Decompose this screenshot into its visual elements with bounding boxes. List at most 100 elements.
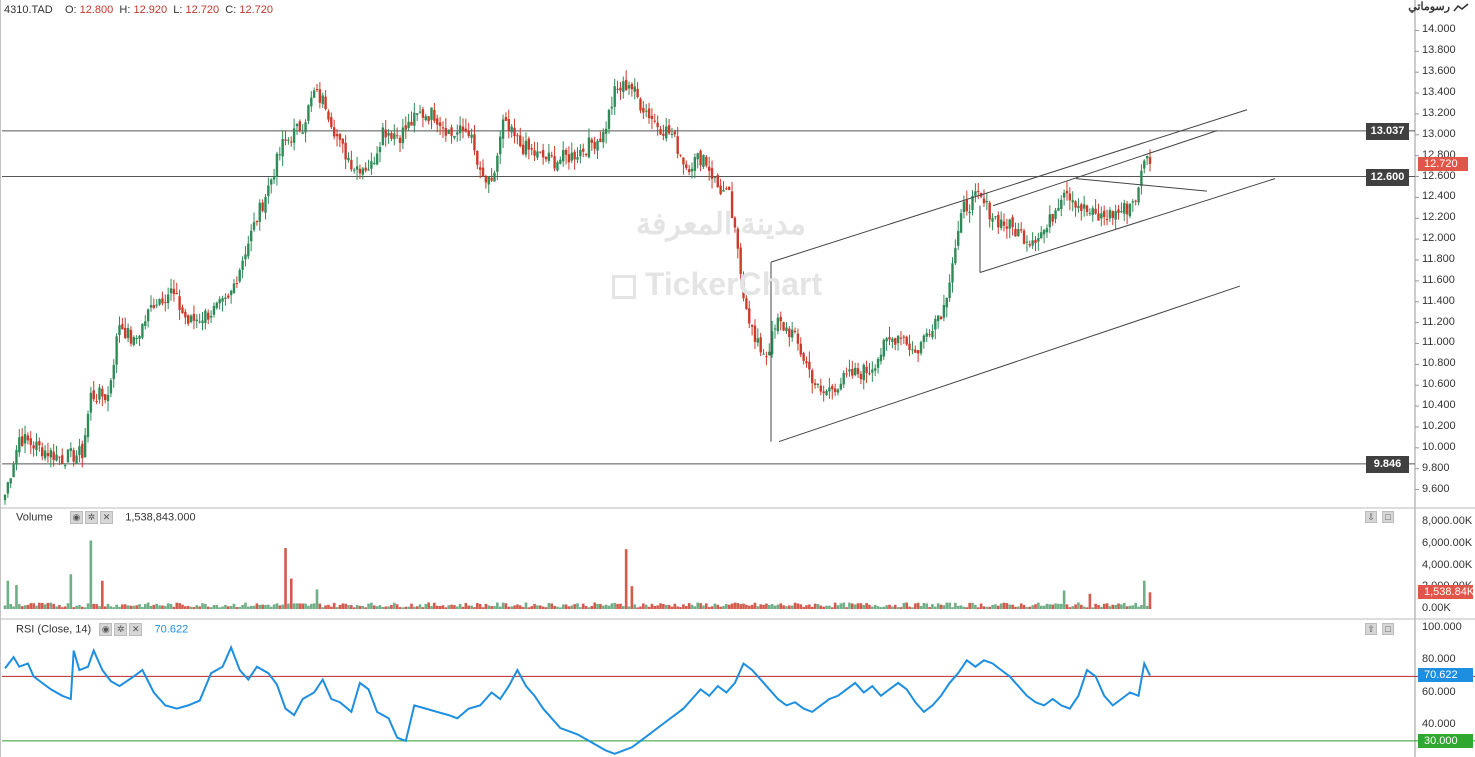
visibility-icon[interactable]: ◉ [69, 511, 83, 524]
candle-body [650, 115, 654, 120]
candle-body [997, 214, 1000, 228]
volume-bar [976, 607, 980, 609]
candle-body [670, 133, 674, 135]
candle-body [682, 157, 685, 165]
volume-bar [765, 603, 768, 609]
volume-bar [338, 604, 342, 609]
volume-bar [215, 605, 219, 609]
volume-bar [229, 606, 233, 609]
volume-bar [530, 606, 533, 609]
volume-bar [899, 607, 903, 609]
candle-body [733, 217, 737, 228]
volume-bar [278, 605, 282, 609]
volume-bar [435, 605, 439, 609]
settings-icon[interactable]: ✲ [114, 623, 128, 636]
candle-body [693, 157, 697, 171]
volume-bar [733, 602, 737, 609]
candle-body [707, 166, 711, 171]
candle-body [390, 133, 393, 139]
volume-bar [676, 606, 679, 609]
volume-bar [581, 603, 585, 609]
close-icon[interactable]: ✕ [129, 623, 143, 636]
candle-body [1008, 219, 1011, 229]
volume-bar [195, 605, 199, 609]
volume-bar [1131, 605, 1135, 609]
volume-tick-label: 0.00K [1422, 602, 1451, 614]
candle-body [519, 135, 522, 147]
volume-bar [833, 602, 837, 609]
settings-icon[interactable]: ✲ [84, 511, 98, 524]
low-label: L: [173, 4, 183, 16]
volume-bar [819, 605, 823, 609]
volume-bar [1120, 604, 1123, 609]
volume-bar [255, 603, 259, 609]
candle-body [959, 213, 963, 233]
maximize-icon[interactable]: □ [1382, 623, 1394, 635]
candle-body [985, 200, 989, 203]
volume-bar [1059, 603, 1063, 609]
candle-body [1103, 210, 1106, 218]
candle-body [35, 441, 38, 451]
trendline-drawing [770, 109, 1248, 263]
app-logo[interactable]: رسوماتي [1408, 0, 1469, 13]
volume-bar [879, 607, 883, 609]
candle-body [908, 343, 911, 350]
price-tick-label: 11.200 [1422, 315, 1455, 328]
volume-bar [705, 603, 708, 609]
candle-body [547, 152, 551, 161]
candle-body [610, 106, 614, 109]
volume-bar [679, 607, 682, 609]
price-tick-label: 12.600 [1422, 169, 1456, 182]
volume-bar [667, 604, 671, 609]
candle-body [676, 136, 679, 154]
candle-body [1005, 226, 1009, 229]
move-down-icon[interactable]: ⇩ [1365, 511, 1377, 523]
move-up-icon[interactable]: ⇧ [1365, 623, 1377, 635]
maximize-icon[interactable]: □ [1382, 511, 1394, 523]
volume-bar [241, 604, 244, 609]
volume-bar [447, 605, 450, 609]
candle-body [418, 111, 422, 113]
open-label: O: [64, 4, 77, 16]
candle-body [18, 437, 21, 453]
candle-body [98, 387, 101, 400]
candle-body [730, 191, 734, 219]
candle-body [1094, 208, 1097, 214]
volume-bar [911, 607, 914, 609]
candle-body [819, 385, 823, 392]
price-tick-label: 13.200 [1422, 106, 1456, 119]
candle-body [859, 373, 863, 380]
volume-bar [275, 603, 279, 609]
candle-body [89, 392, 93, 413]
candle-body [393, 133, 396, 140]
candle-body [112, 364, 115, 380]
volume-bar [72, 607, 75, 609]
candle-body [212, 305, 216, 315]
volume-bar [590, 605, 594, 609]
volume-bar [49, 602, 53, 609]
volume-bar [118, 606, 121, 609]
candle-body [83, 435, 87, 458]
candle-body [851, 368, 854, 376]
candle-body [473, 134, 476, 151]
candle-body [312, 90, 316, 98]
volume-bar [1111, 604, 1115, 609]
visibility-icon[interactable]: ◉ [99, 623, 113, 636]
candle-body [1131, 201, 1135, 203]
candle-body [155, 304, 158, 306]
candle-body [705, 156, 708, 166]
candle-body [782, 322, 785, 331]
volume-bar [101, 580, 104, 609]
close-icon[interactable]: ✕ [99, 511, 113, 524]
candle-body [1120, 211, 1123, 213]
volume-bar [1088, 593, 1092, 609]
volume-bar [725, 603, 728, 609]
volume-bar [453, 605, 456, 609]
candle-body [1054, 210, 1057, 220]
candle-body [982, 198, 986, 204]
volume-bar [473, 607, 476, 609]
volume-bar [86, 603, 90, 609]
volume-bar [579, 607, 582, 609]
